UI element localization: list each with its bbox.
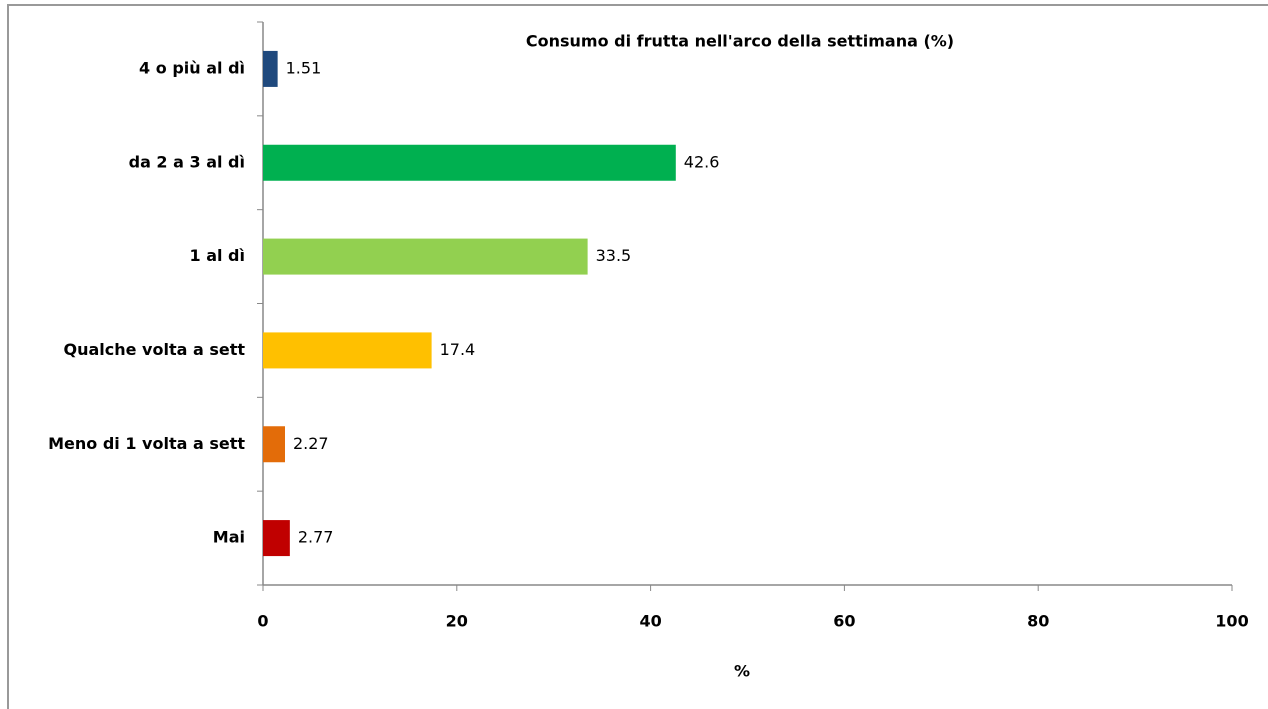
- x-tick-label: 60: [833, 612, 855, 631]
- bar: [263, 238, 588, 275]
- frame: [7, 4, 1268, 709]
- bar: [263, 144, 676, 181]
- value-label: 2.77: [298, 528, 334, 547]
- x-tick-label: 100: [1215, 612, 1248, 631]
- value-label: 42.6: [684, 152, 720, 171]
- y-tick-label: 1 al dì: [190, 246, 246, 265]
- bar: [263, 520, 290, 557]
- x-tick-label: 20: [446, 612, 468, 631]
- value-label: 33.5: [596, 246, 632, 265]
- bar: [263, 50, 278, 87]
- y-tick-label: Mai: [213, 528, 245, 547]
- value-label: 1.51: [286, 58, 322, 77]
- y-tick-label: da 2 a 3 al dì: [129, 152, 245, 171]
- chart-title: Consumo di frutta nell'arco della settim…: [526, 32, 954, 51]
- value-label: 17.4: [440, 340, 476, 359]
- value-label: 2.27: [293, 434, 329, 453]
- bar: [263, 426, 285, 463]
- y-tick-label: Meno di 1 volta a sett: [48, 434, 245, 453]
- y-tick-label: 4 o più al dì: [139, 58, 245, 77]
- y-tick-label: Qualche volta a sett: [63, 340, 245, 359]
- x-tick-label: 0: [257, 612, 268, 631]
- x-tick-label: 80: [1027, 612, 1049, 631]
- x-tick-label: 40: [639, 612, 661, 631]
- bar: [263, 332, 432, 369]
- x-axis-label: %: [734, 662, 750, 681]
